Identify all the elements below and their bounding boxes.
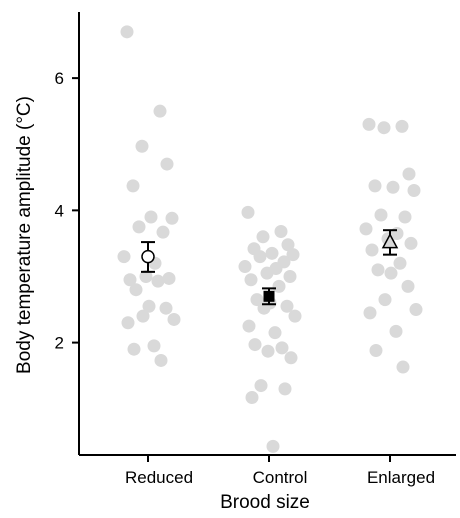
x-ticks: Reduced Control Enlarged xyxy=(125,455,435,487)
raw-point-enlarged xyxy=(396,360,410,374)
raw-point-enlarged xyxy=(393,256,407,270)
raw-point-enlarged xyxy=(363,306,377,320)
y-axis-title: Body temperature amplitude (°C) xyxy=(14,96,35,374)
y-tick-label: 4 xyxy=(55,201,64,220)
raw-point-control xyxy=(284,351,298,365)
mean-marker-enlarged xyxy=(381,233,399,249)
raw-point-control xyxy=(272,279,286,293)
raw-point-reduced xyxy=(156,225,170,239)
raw-point-control xyxy=(286,248,300,262)
x-tick-label: Enlarged xyxy=(367,468,435,487)
raw-point-enlarged xyxy=(386,180,400,194)
raw-point-control xyxy=(274,225,288,239)
raw-point-enlarged xyxy=(369,344,383,358)
raw-point-enlarged xyxy=(378,293,392,307)
x-tick-label: Reduced xyxy=(125,468,193,487)
raw-point-enlarged xyxy=(404,236,418,250)
raw-point-control xyxy=(280,299,294,313)
raw-point-reduced xyxy=(132,220,146,234)
raw-point-enlarged xyxy=(374,208,388,222)
raw-point-reduced xyxy=(165,211,179,225)
raw-point-reduced xyxy=(162,271,176,285)
raw-point-control xyxy=(241,205,255,219)
raw-point-reduced xyxy=(126,179,140,193)
raw-point-control xyxy=(266,439,280,453)
y-ticks: 2 4 6 xyxy=(55,69,79,353)
raw-point-reduced xyxy=(153,104,167,118)
raw-point-enlarged xyxy=(377,121,391,135)
raw-point-enlarged xyxy=(401,279,415,293)
raw-point-reduced xyxy=(142,299,156,313)
raw-point-reduced xyxy=(136,309,150,323)
raw-point-enlarged xyxy=(398,210,412,224)
raw-point-reduced xyxy=(167,312,181,326)
raw-point-control xyxy=(244,273,258,287)
raw-point-reduced xyxy=(144,210,158,224)
raw-point-enlarged xyxy=(362,117,376,131)
raw-point-control xyxy=(254,379,268,393)
raw-point-enlarged xyxy=(402,167,416,181)
x-axis-title: Brood size xyxy=(220,492,310,513)
raw-point-enlarged xyxy=(368,179,382,193)
mean-marker-reduced xyxy=(141,249,155,264)
x-tick-label: Control xyxy=(253,468,308,487)
y-tick-label: 6 xyxy=(55,69,64,88)
raw-point-enlarged xyxy=(365,243,379,257)
raw-point-enlarged xyxy=(359,222,373,236)
raw-point-reduced xyxy=(160,157,174,171)
raw-point-control xyxy=(288,309,302,323)
raw-point-control xyxy=(278,382,292,396)
raw-point-control xyxy=(250,293,264,307)
raw-point-enlarged xyxy=(395,119,409,133)
raw-point-control xyxy=(253,250,267,264)
raw-point-enlarged xyxy=(409,303,423,317)
raw-point-enlarged xyxy=(371,263,385,277)
raw-point-control xyxy=(256,230,270,244)
raw-point-reduced xyxy=(159,301,173,315)
raw-point-control xyxy=(268,326,282,340)
raw-point-control xyxy=(248,338,262,352)
raw-point-control xyxy=(275,341,289,355)
raw-point-control xyxy=(238,260,252,274)
y-tick-label: 2 xyxy=(55,334,64,353)
raw-point-control xyxy=(260,266,274,280)
raw-point-reduced xyxy=(120,25,134,39)
raw-point-reduced xyxy=(121,316,135,330)
raw-point-reduced xyxy=(151,274,165,288)
raw-point-reduced xyxy=(154,353,168,367)
raw-point-control xyxy=(281,238,295,252)
raw-point-control xyxy=(265,246,279,260)
raw-point-enlarged xyxy=(407,184,421,198)
raw-point-control xyxy=(283,269,297,283)
raw-point-control xyxy=(242,319,256,333)
raw-point-reduced xyxy=(135,139,149,153)
raw-point-reduced xyxy=(117,250,131,264)
raw-point-reduced xyxy=(147,339,161,353)
raw-points-layer xyxy=(117,25,423,453)
mean-marker-control xyxy=(263,290,275,302)
raw-point-reduced xyxy=(139,269,153,283)
raw-point-enlarged xyxy=(389,324,403,338)
raw-point-enlarged xyxy=(384,266,398,280)
raw-point-control xyxy=(261,344,275,358)
raw-point-reduced xyxy=(129,283,143,297)
summary-layer xyxy=(141,229,399,306)
raw-point-reduced xyxy=(123,273,137,287)
raw-point-reduced xyxy=(127,342,141,356)
raw-point-control xyxy=(245,390,259,404)
